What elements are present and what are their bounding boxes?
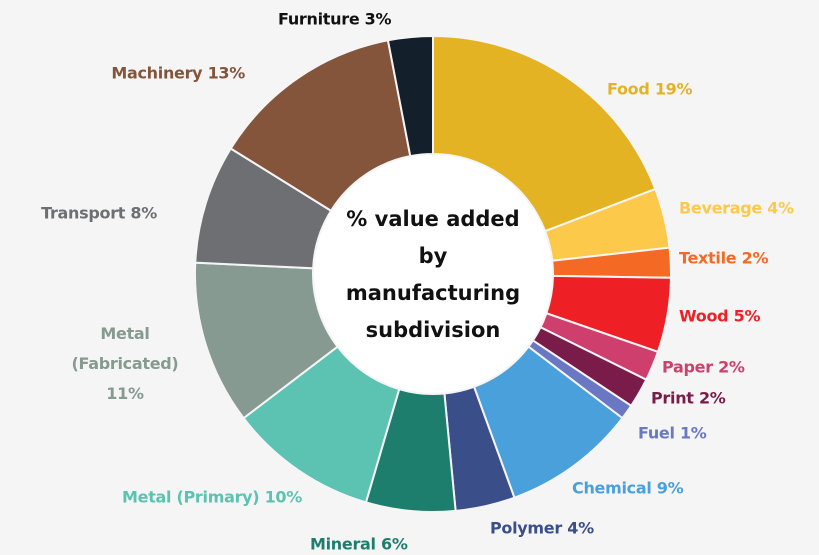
category-name: Metal (Primary): [122, 487, 260, 507]
slice-label: Furniture 3%: [278, 9, 392, 29]
slice-label: Paper 2%: [662, 358, 745, 377]
value-label: 2%: [741, 248, 769, 268]
category-name: Food: [607, 79, 650, 99]
value-label: 5%: [733, 306, 761, 326]
slice-label: Mineral 6%: [310, 535, 408, 554]
category-name: Paper: [662, 357, 713, 377]
value-label: 2%: [698, 388, 726, 408]
slice-label: Beverage 4%: [679, 199, 794, 218]
value-label: 10%: [264, 487, 303, 507]
value-label: 8%: [130, 203, 157, 223]
slice-label: Textile 2%: [679, 249, 768, 268]
category-name: Mineral: [310, 534, 376, 554]
slice-label: Machinery 13%: [111, 64, 245, 83]
slice-label: Metal (Primary) 10%: [122, 488, 302, 507]
value-label: 4%: [567, 518, 594, 538]
slice-label: Polymer 4%: [490, 519, 594, 538]
slice-label: Print 2%: [651, 389, 726, 408]
category-name: Machinery: [111, 63, 203, 83]
category-name: Transport: [41, 203, 126, 223]
category-name: Chemical: [572, 478, 652, 498]
value-label: 11%: [106, 384, 144, 403]
value-label: 6%: [381, 534, 408, 554]
slice-label: Food 19%: [607, 79, 693, 99]
slice-label: Metal (Fabricated) 11%: [55, 319, 195, 409]
slice-label: Transport 8%: [41, 204, 157, 223]
category-name: Fuel: [638, 423, 675, 443]
value-label: 3%: [364, 9, 392, 29]
value-label: 2%: [718, 357, 745, 377]
category-name: Polymer: [490, 518, 562, 538]
value-label: 19%: [654, 79, 693, 99]
category-name: Beverage: [679, 198, 762, 218]
slice: [432, 34, 657, 233]
category-name: Furniture: [278, 9, 360, 29]
category-name: Print: [651, 388, 694, 408]
donut-hole: [314, 155, 552, 393]
value-label: 13%: [207, 63, 246, 83]
slice-label: Fuel 1%: [638, 424, 707, 443]
center-text: % value added by manufacturing subdivisi…: [345, 207, 521, 342]
slice: [229, 39, 412, 213]
value-label: 9%: [656, 478, 684, 498]
category-name: Textile: [679, 248, 737, 268]
value-label: 1%: [679, 423, 707, 443]
slice: [386, 34, 434, 158]
category-name: Wood: [679, 306, 729, 326]
slice-label: Wood 5%: [679, 307, 760, 326]
value-label: 4%: [767, 198, 794, 218]
category-name: Metal (Fabricated): [71, 324, 179, 373]
slice-label: Chemical 9%: [572, 478, 684, 498]
